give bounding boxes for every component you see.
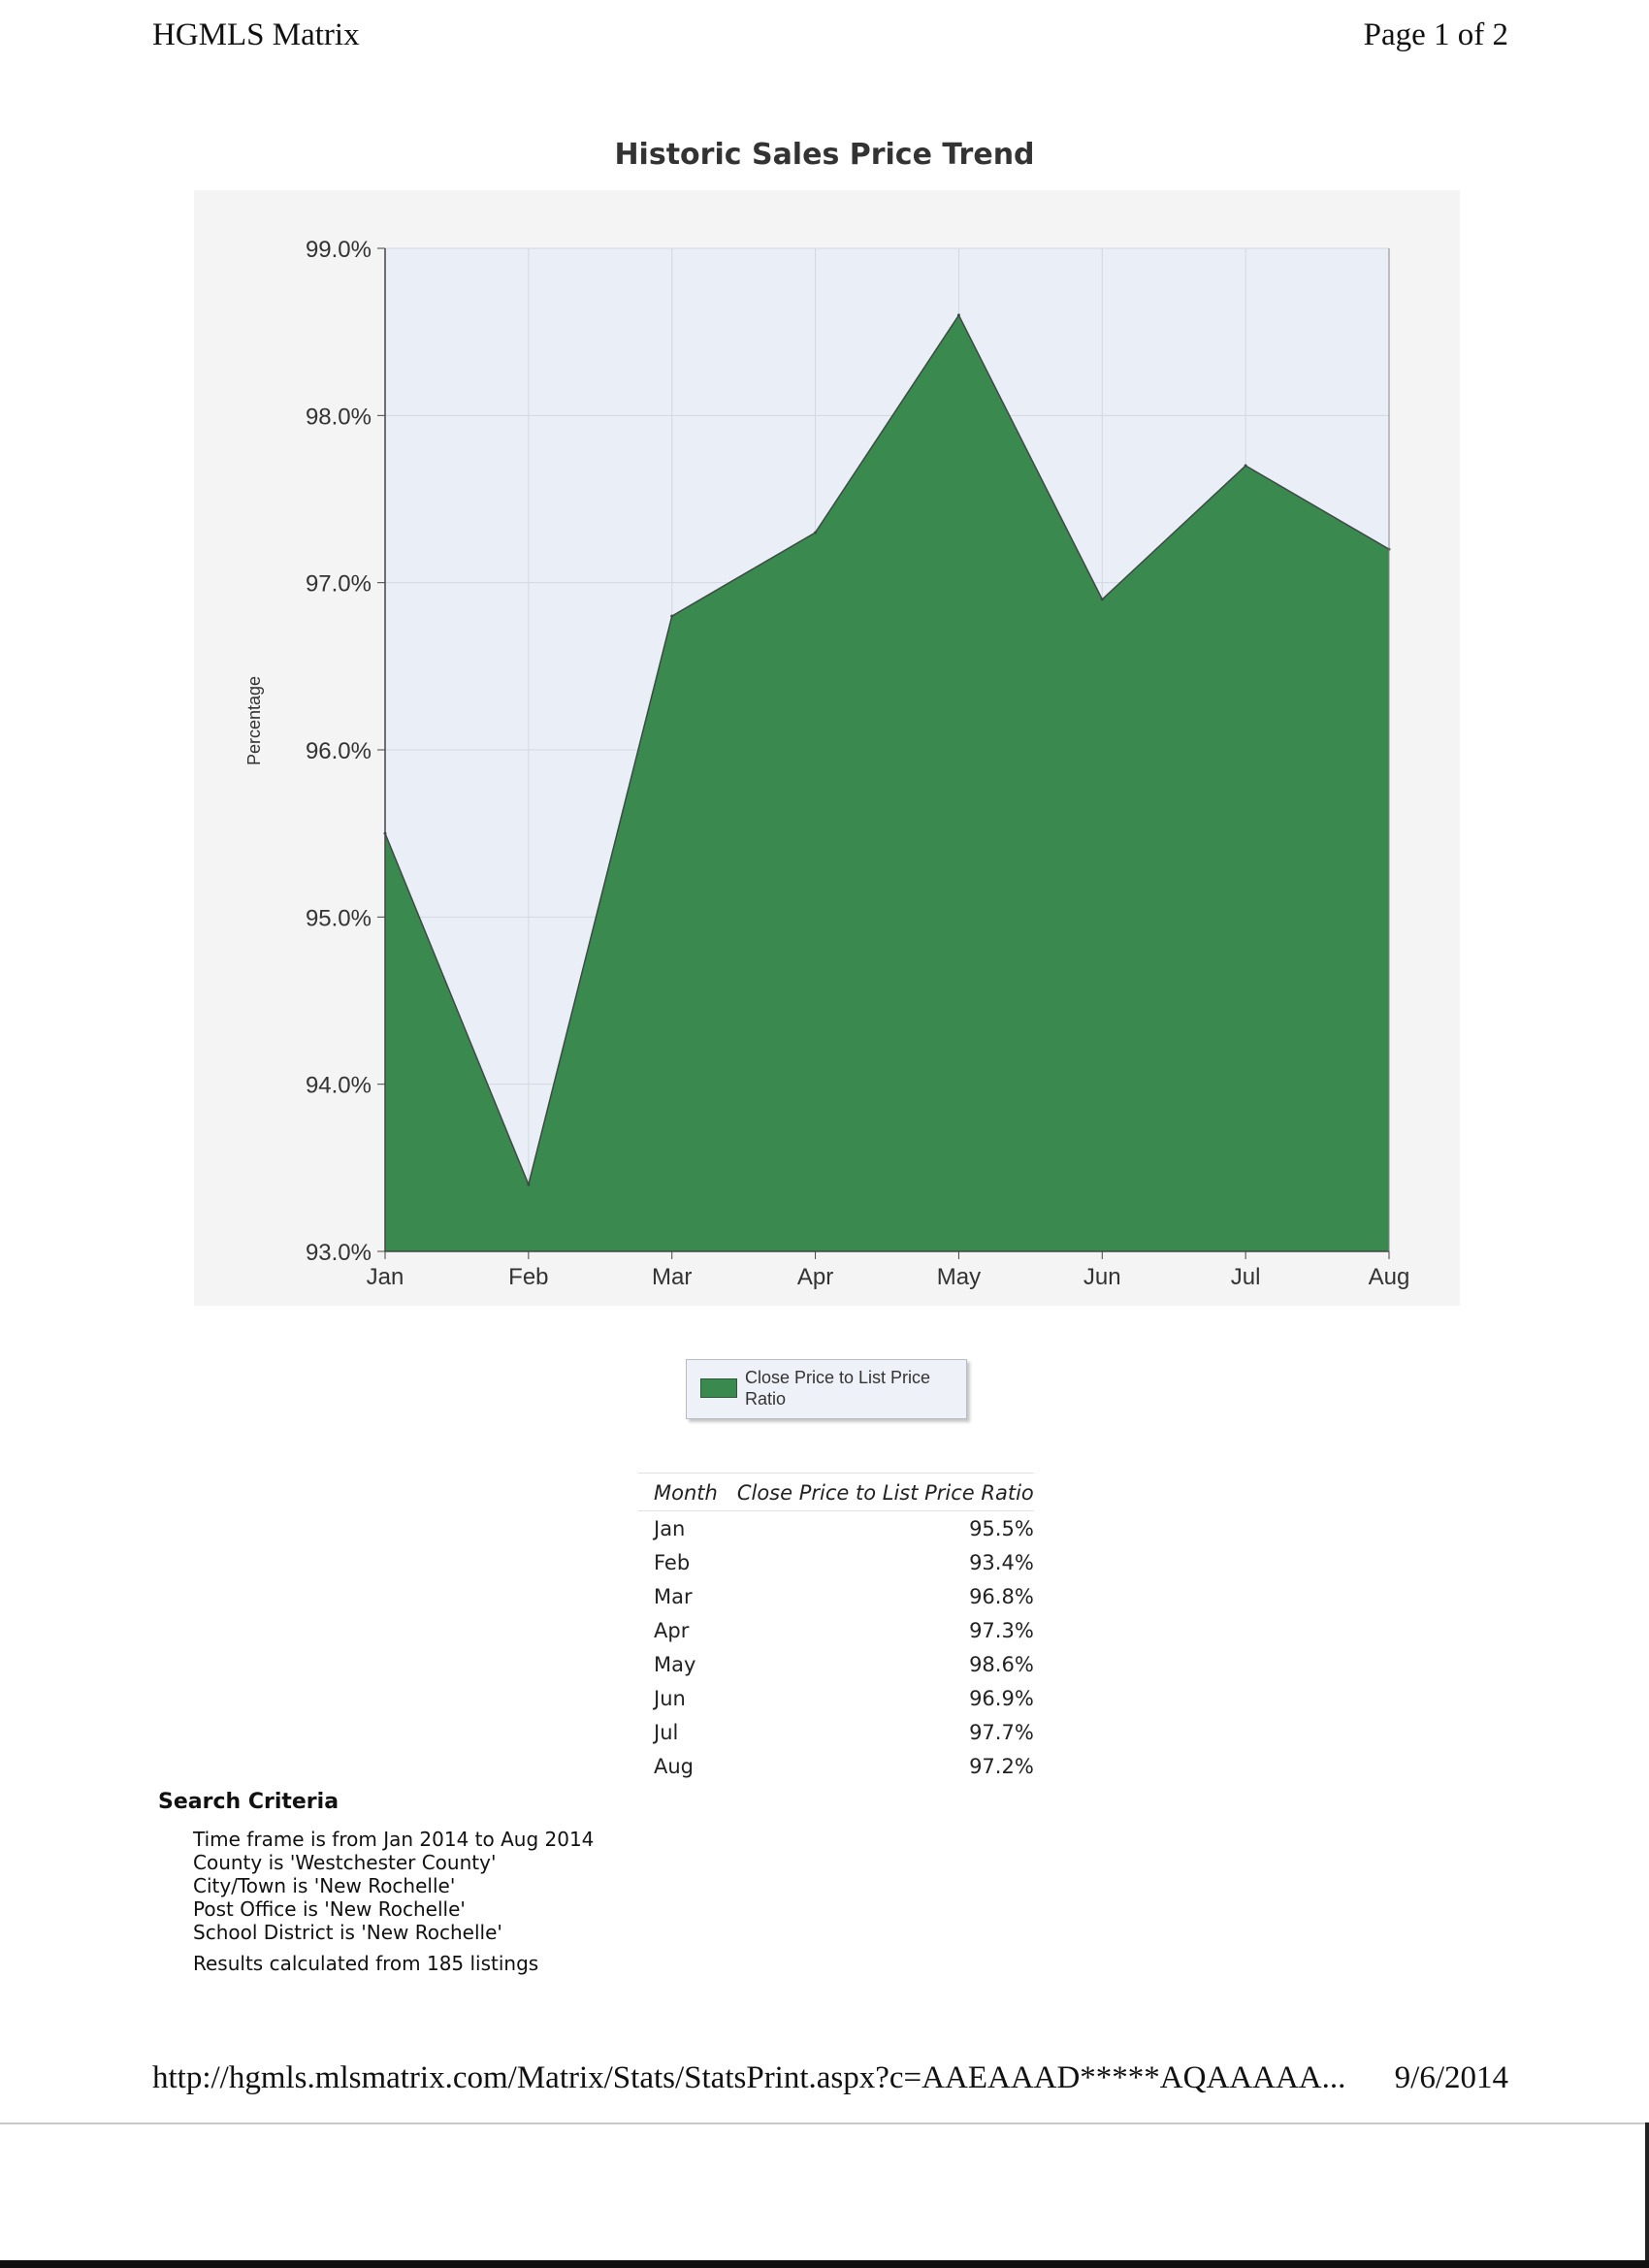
- ratio-cell: 98.6%: [969, 1652, 1034, 1676]
- table-row: Aug 97.2%: [638, 1749, 1034, 1783]
- page-info: Page 1 of 2: [1363, 17, 1508, 52]
- table-row: Feb 93.4%: [638, 1545, 1034, 1579]
- month-cell: Jul: [654, 1720, 679, 1744]
- page-edge-line: [0, 2122, 1649, 2124]
- footer-date: 9/6/2014: [1394, 2060, 1508, 2095]
- table-row: May 98.6%: [638, 1647, 1034, 1681]
- month-cell: May: [654, 1652, 696, 1676]
- search-criteria-list: Time frame is from Jan 2014 to Aug 2014 …: [193, 1828, 594, 1944]
- table-row: Jan 95.5%: [638, 1511, 1034, 1546]
- table-row: Jul 97.7%: [638, 1715, 1034, 1749]
- x-tick-label: Feb: [508, 1264, 548, 1290]
- data-point: [670, 614, 674, 618]
- data-point: [1244, 464, 1247, 468]
- table-header-row: Month Close Price to List Price Ratio: [638, 1473, 1034, 1511]
- y-tick-label: 95.0%: [306, 905, 372, 931]
- table-row: Apr 97.3%: [638, 1613, 1034, 1647]
- data-table: Month Close Price to List Price Ratio Ja…: [638, 1473, 1034, 1783]
- legend-label: Close Price to List Price Ratio: [745, 1368, 931, 1409]
- ratio-cell: 95.5%: [969, 1516, 1034, 1540]
- table-row: Mar 96.8%: [638, 1579, 1034, 1613]
- chart-title: Historic Sales Price Trend: [614, 138, 1035, 172]
- month-cell: Apr: [654, 1618, 690, 1642]
- ratio-cell: 93.4%: [969, 1550, 1034, 1574]
- y-tick-label: 97.0%: [306, 571, 372, 598]
- ratio-cell: 97.7%: [969, 1720, 1034, 1744]
- y-tick-label: 98.0%: [306, 404, 372, 430]
- x-tick-label: Mar: [652, 1264, 692, 1290]
- table-row: Jun 96.9%: [638, 1681, 1034, 1715]
- month-cell: Jun: [654, 1686, 686, 1710]
- month-cell: Mar: [654, 1584, 693, 1608]
- results-count: Results calculated from 185 listings: [193, 1952, 539, 1975]
- y-axis-label: Percentage: [244, 676, 264, 765]
- x-tick-label: May: [937, 1264, 981, 1290]
- criteria-item: Time frame is from Jan 2014 to Aug 2014: [193, 1828, 595, 1851]
- data-point: [527, 1183, 531, 1186]
- ratio-cell: 97.3%: [969, 1618, 1034, 1642]
- series-area: [385, 314, 1389, 1251]
- data-point: [1100, 598, 1104, 601]
- scan-edge-bottom: [0, 2260, 1649, 2268]
- ratio-cell: 96.8%: [969, 1584, 1034, 1608]
- y-tick-label: 99.0%: [306, 237, 372, 263]
- app-title: HGMLS Matrix: [152, 17, 360, 52]
- month-cell: Feb: [654, 1550, 691, 1574]
- chart-legend: Close Price to List Price Ratio: [686, 1359, 967, 1419]
- data-point: [814, 531, 818, 535]
- x-tick-label: Jan: [367, 1264, 404, 1290]
- month-cell: Jan: [654, 1516, 686, 1540]
- footer-url: http://hgmls.mlsmatrix.com/Matrix/Stats/…: [152, 2060, 1346, 2095]
- column-header-month: Month: [638, 1473, 718, 1511]
- scan-edge-right: [1645, 2122, 1649, 2268]
- y-tick-label: 94.0%: [306, 1073, 372, 1099]
- series-line: [384, 313, 1390, 1187]
- area-chart: 93.0% 94.0% 95.0% 96.0% 97.0% 98.0% 99.0% Jan Fe…: [194, 190, 1460, 1306]
- x-tick-label: Jun: [1083, 1264, 1121, 1290]
- criteria-item: City/Town is 'New Rochelle': [193, 1874, 456, 1897]
- ratio-cell: 97.2%: [969, 1754, 1034, 1778]
- ratio-cell: 96.9%: [969, 1686, 1034, 1710]
- column-header-ratio: Close Price to List Price Ratio: [717, 1473, 1034, 1511]
- month-cell: Aug: [654, 1754, 695, 1778]
- data-point: [956, 313, 960, 317]
- criteria-item: School District is 'New Rochelle': [193, 1921, 502, 1944]
- search-criteria-title: Search Criteria: [158, 1790, 340, 1814]
- x-tick-label: Apr: [797, 1264, 833, 1290]
- x-tick-label: Aug: [1369, 1264, 1410, 1290]
- x-tick-label: Jul: [1231, 1264, 1261, 1290]
- y-tick-label: 96.0%: [306, 738, 372, 764]
- criteria-item: Post Office is 'New Rochelle': [193, 1897, 466, 1921]
- legend-swatch: [700, 1378, 737, 1398]
- criteria-item: County is 'Westchester County': [193, 1851, 497, 1874]
- chart-area: 93.0% 94.0% 95.0% 96.0% 97.0% 98.0% 99.0% Jan Fe…: [194, 190, 1460, 1306]
- y-tick-label: 93.0%: [306, 1240, 372, 1266]
